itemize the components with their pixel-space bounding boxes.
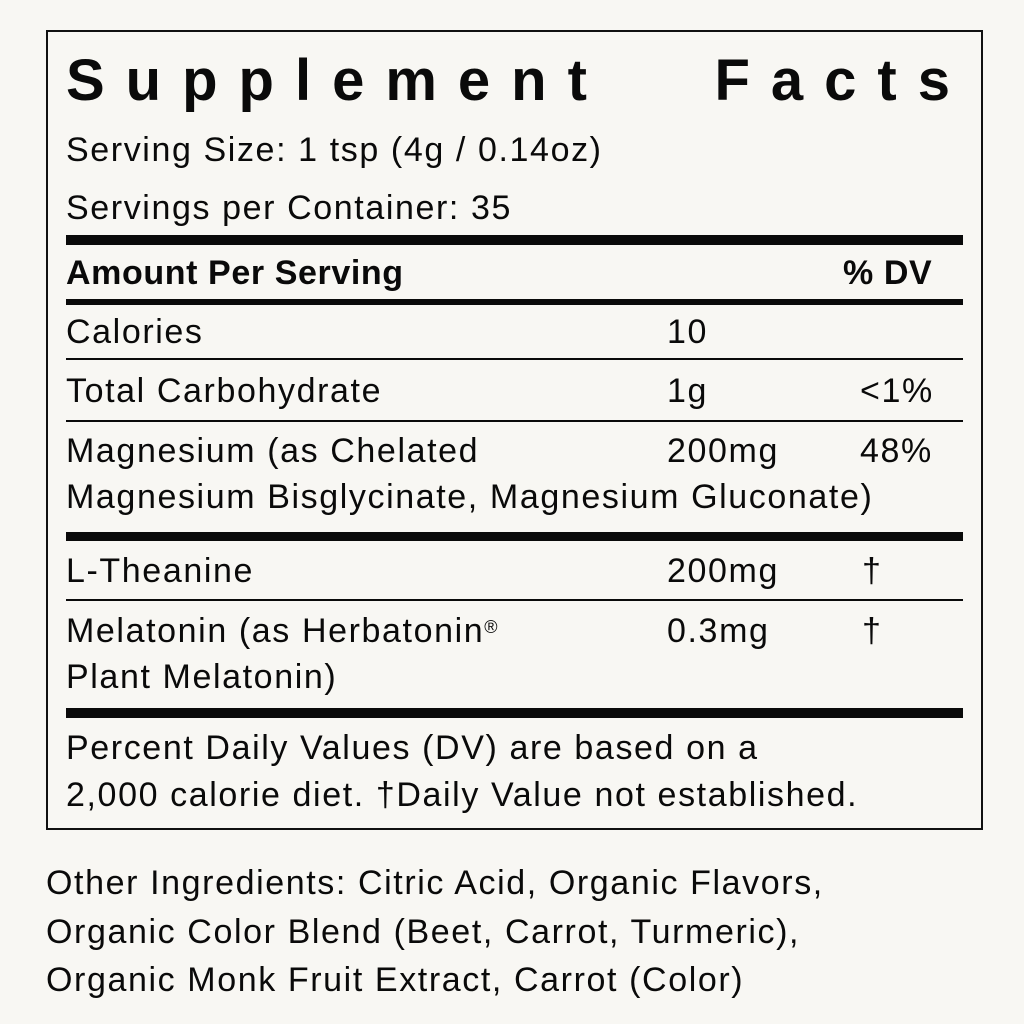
title-word: Facts [714, 48, 971, 113]
thin-divider [66, 358, 963, 360]
thick-divider [66, 708, 963, 718]
nutrient-name: Calories [66, 313, 204, 351]
nutrient-amount: 1g [667, 372, 709, 410]
nutrient-name: L-Theanine [66, 552, 255, 590]
supplement-facts-panel [46, 30, 983, 830]
other-ingredients-line: Other Ingredients: Citric Acid, Organic … [46, 864, 824, 902]
nutrient-amount: 200mg [667, 552, 779, 590]
nutrient-dv: † [862, 552, 883, 590]
other-ingredients-line: Organic Color Blend (Beet, Carrot, Turme… [46, 913, 801, 951]
thick-divider [66, 532, 963, 541]
nutrient-name-cont: Magnesium Bisglycinate, Magnesium Glucon… [66, 478, 874, 516]
thin-divider [66, 420, 963, 422]
nutrient-name-cont: Plant Melatonin) [66, 658, 338, 696]
medium-divider [66, 299, 963, 305]
nutrient-name-text: Melatonin (as Herbatonin [66, 612, 485, 650]
other-ingredients-line: Organic Monk Fruit Extract, Carrot (Colo… [46, 961, 745, 999]
nutrient-dv: 48% [860, 432, 933, 470]
nutrient-amount: 0.3mg [667, 612, 770, 650]
nutrient-dv: <1% [860, 372, 934, 410]
serving-size: Serving Size: 1 tsp (4g / 0.14oz) [66, 131, 603, 169]
panel-title: Supplement Facts [66, 46, 971, 116]
nutrient-amount: 10 [667, 313, 709, 351]
dv-header: % DV [843, 254, 933, 292]
nutrient-name: Total Carbohydrate [66, 372, 383, 410]
nutrient-amount: 200mg [667, 432, 779, 470]
nutrient-name: Magnesium (as Chelated [66, 432, 480, 470]
footnote-line: 2,000 calorie diet. †Daily Value not est… [66, 776, 859, 814]
footnote-line: Percent Daily Values (DV) are based on a [66, 729, 759, 767]
servings-per-container: Servings per Container: 35 [66, 189, 513, 227]
thick-divider [66, 235, 963, 245]
title-word: Supplement [66, 48, 608, 113]
thin-divider [66, 599, 963, 601]
amount-per-serving-header: Amount Per Serving [66, 254, 404, 292]
registered-mark: ® [484, 617, 498, 637]
nutrient-name: Melatonin (as Herbatonin® [66, 608, 498, 654]
nutrient-dv: † [862, 612, 883, 650]
